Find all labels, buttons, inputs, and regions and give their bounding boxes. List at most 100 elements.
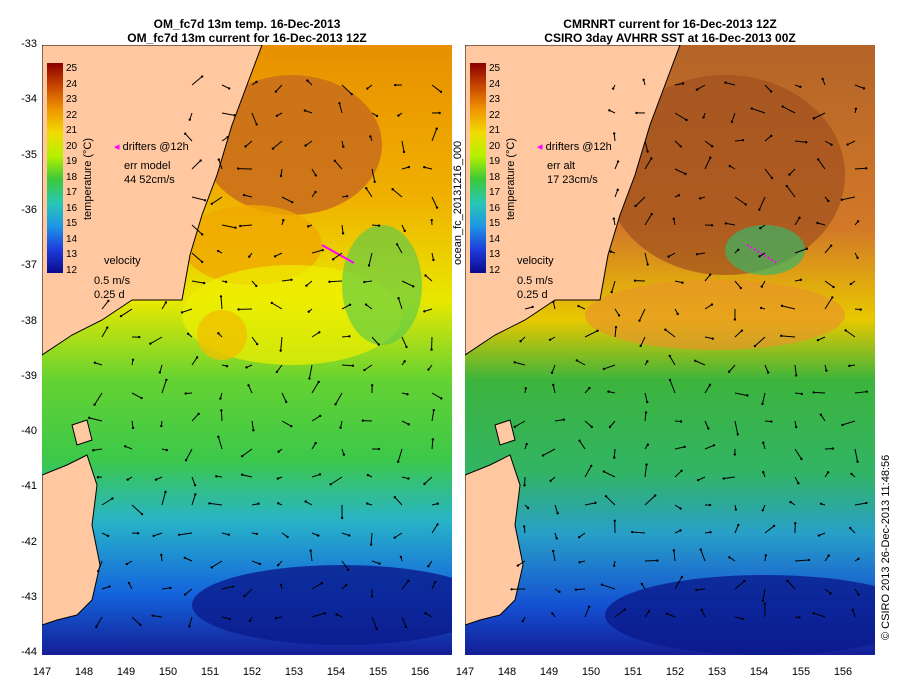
current-arrow [704,140,713,147]
left-current-arrows [88,75,443,631]
current-arrow-head [440,397,443,400]
current-arrow-head [737,248,740,251]
current-arrow-head [247,384,250,387]
current-arrow [704,384,711,394]
current-arrow-head [255,532,259,536]
current-arrow-head [334,403,337,406]
current-arrow-head [290,278,293,281]
current-arrow-head [827,199,830,203]
current-arrow [365,304,373,310]
current-arrow-head [342,453,346,456]
current-arrow [424,166,433,170]
current-arrow-head [335,613,338,616]
current-arrow-head [369,543,373,546]
right-drifter-track [746,244,778,264]
longitude-tick: 153 [284,666,304,678]
longitude-tick: 156 [410,666,430,678]
current-arrow-head [106,534,110,538]
current-arrow [704,304,713,310]
current-arrow-head [549,479,552,483]
current-arrow-head [183,556,187,560]
current-arrow [310,550,313,562]
current-arrow-head [832,285,835,289]
current-arrow-head [789,500,792,504]
longitude-tick: 151 [200,666,220,678]
current-arrow-head [709,156,712,159]
current-arrow-head [219,295,223,298]
current-arrow [371,560,380,565]
current-arrow-head [225,364,229,368]
current-arrow [614,189,619,198]
current-arrow [161,491,166,506]
current-arrow [364,364,373,371]
current-arrow-head [739,286,743,290]
latitude-tick: -33 [21,38,37,50]
current-arrow [335,392,343,405]
current-arrow-head [184,132,187,135]
current-arrow-head [712,444,716,447]
current-arrow-head [423,482,426,486]
current-arrow-head [439,90,443,94]
current-arrow-head [524,387,527,390]
current-arrow-head [759,306,763,310]
current-arrow-head [865,167,868,170]
current-arrow [552,384,556,394]
latitude-tick: -41 [21,480,37,493]
current-arrow-head [88,416,91,420]
current-arrow-head [244,145,247,148]
latitude-tick: -39 [21,369,37,382]
current-arrow [396,244,403,254]
current-arrow [854,167,867,170]
current-arrow [191,280,205,284]
current-arrow-head [200,260,204,264]
current-arrow [251,420,254,431]
current-arrow [241,448,253,457]
current-arrow [704,444,715,450]
current-arrow-head [640,582,644,586]
current-arrow-head [125,562,129,566]
current-arrow [341,224,344,234]
current-arrow [394,532,403,539]
longitude-tick: 152 [665,666,685,678]
current-arrow-head [210,566,213,569]
current-arrow-head [856,220,860,223]
current-arrow-head [513,361,516,364]
current-arrow-head [633,279,637,282]
colorbar-tick: 25 [66,63,78,74]
current-arrow-head [160,553,163,557]
current-arrow-head [798,616,801,619]
current-arrow-head [275,370,279,374]
current-arrow-head [831,447,835,450]
current-arrow-head [432,258,435,262]
current-arrow-head [119,314,123,318]
left-flinders-island [71,419,93,446]
current-arrow-head [590,464,593,468]
current-arrow-head [314,190,317,194]
current-arrow [734,330,743,338]
current-arrow-head [831,296,834,299]
current-arrow [725,222,736,226]
colorbar-tick: 12 [489,264,501,276]
longitude-tick: 147 [32,666,52,678]
current-arrow [221,586,234,590]
current-arrow-head [107,299,110,303]
current-arrow [431,439,434,450]
current-arrow-head [799,278,802,282]
current-arrow-head [403,360,406,363]
current-arrow-head [433,580,437,584]
current-arrow-head [252,429,255,432]
current-arrow [330,476,343,485]
current-arrow [644,495,656,506]
current-arrow-head [758,208,761,211]
current-arrow [245,140,253,147]
current-arrow-head [829,592,832,595]
current-arrow [794,448,802,460]
current-arrow [551,364,556,373]
current-arrow-head [403,229,406,233]
current-arrow [696,84,706,91]
current-arrow-head [616,160,620,163]
current-arrow [696,588,706,591]
current-arrow-head [587,605,591,608]
current-arrow [271,302,283,310]
current-arrow-head [743,579,746,583]
